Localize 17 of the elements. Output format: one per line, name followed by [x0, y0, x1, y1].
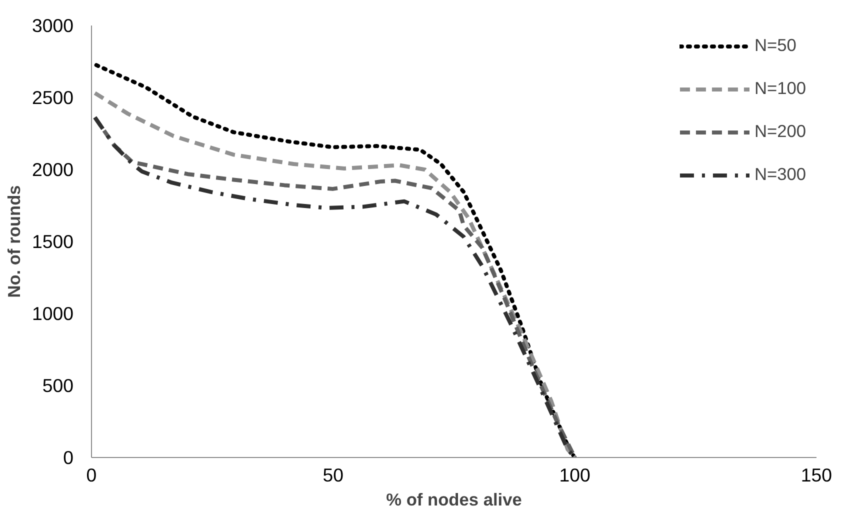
x-tick-label: 100	[559, 464, 590, 486]
legend-label: N=50	[754, 35, 796, 56]
y-tick-label: 1500	[32, 231, 74, 252]
y-tick-label: 2000	[32, 159, 74, 180]
y-tick-label: 3000	[32, 15, 74, 36]
x-tick-label: 150	[800, 464, 832, 486]
y-tick-label: 0	[63, 447, 74, 468]
y-tick-label: 1000	[32, 303, 74, 324]
legend-label: N=200	[754, 121, 806, 142]
x-tick-label: 0	[86, 464, 97, 486]
legend-label: N=300	[754, 164, 806, 185]
y-axis-title: No. of rounds	[4, 185, 24, 298]
legend-label: N=100	[754, 78, 806, 99]
x-axis-title: % of nodes alive	[386, 490, 522, 510]
y-tick-label: 500	[42, 375, 74, 396]
x-tick-label: 50	[322, 464, 344, 486]
y-tick-label: 2500	[32, 87, 74, 108]
